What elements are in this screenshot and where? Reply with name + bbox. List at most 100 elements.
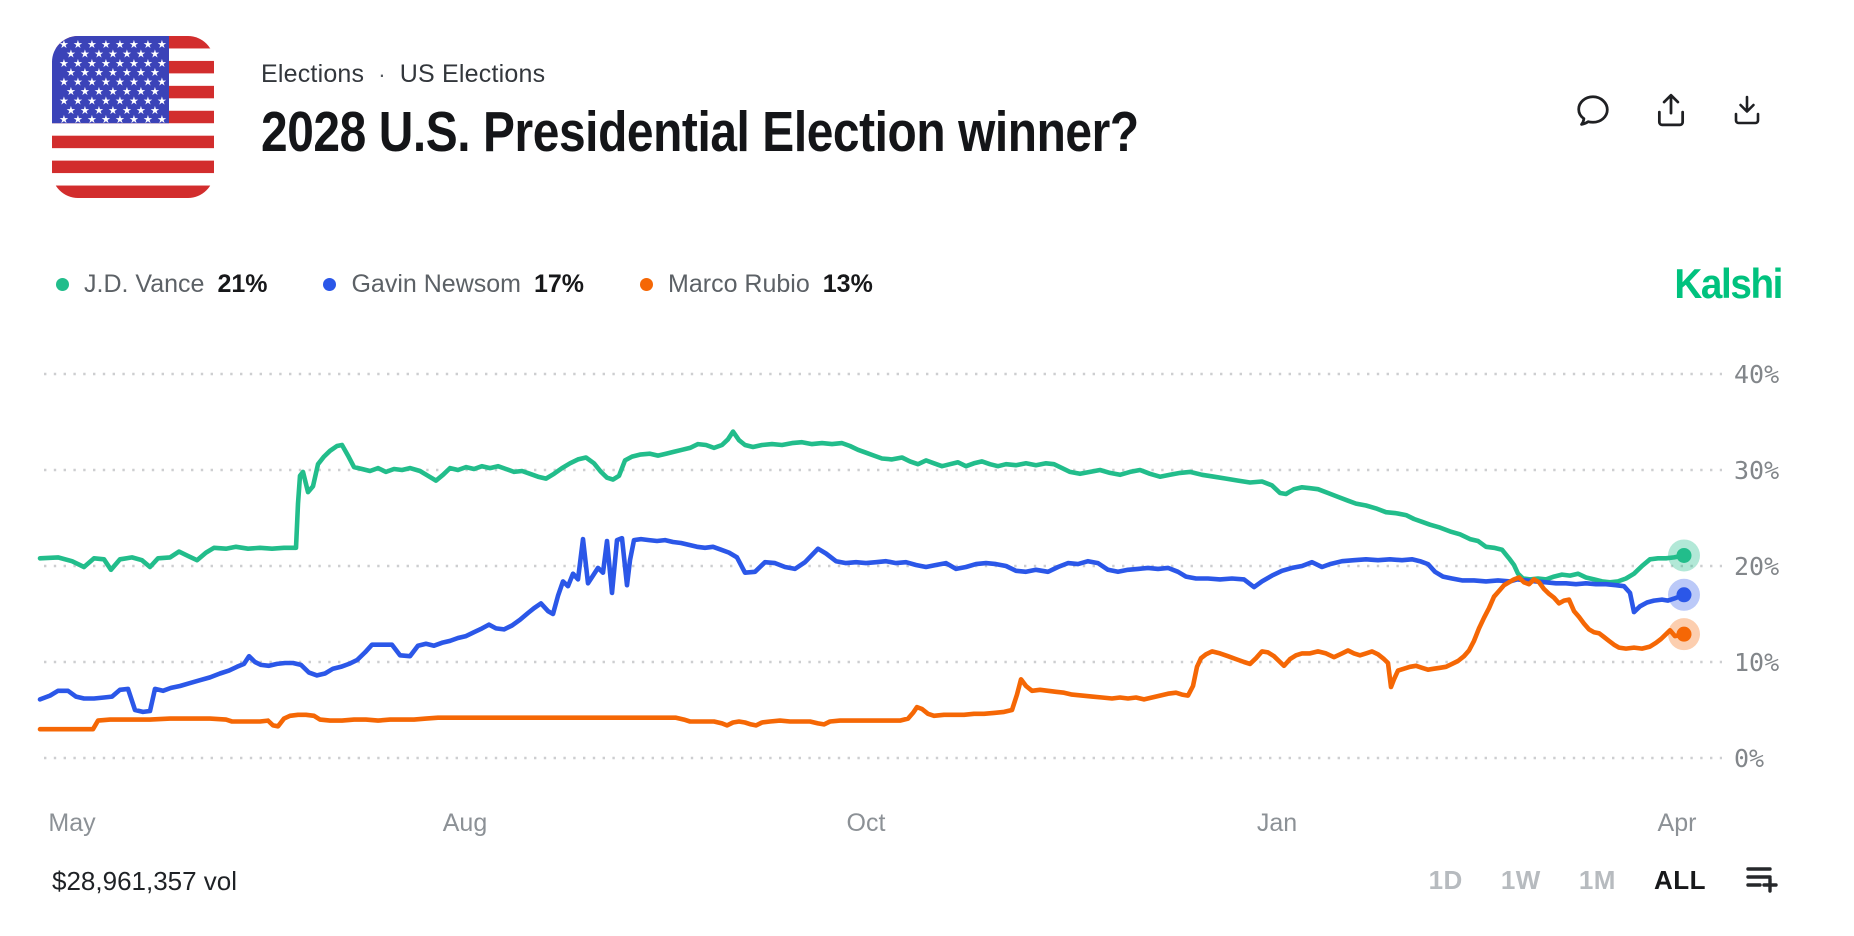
svg-text:★: ★	[59, 77, 69, 89]
legend-name: Marco Rubio	[668, 269, 810, 298]
legend-value: 13%	[822, 269, 873, 298]
series-color-dot	[640, 277, 654, 291]
svg-text:★: ★	[94, 105, 104, 117]
svg-text:★: ★	[101, 114, 111, 126]
series-color-dot	[56, 277, 69, 291]
svg-text:★: ★	[115, 39, 125, 51]
legend-item-jd-vance[interactable]: J.D. Vance 21%	[56, 270, 267, 299]
svg-text:★: ★	[108, 105, 118, 117]
svg-text:★: ★	[157, 39, 167, 51]
kalshi-logo: Kalshi	[1674, 260, 1783, 307]
svg-text:★: ★	[59, 58, 69, 70]
svg-text:★: ★	[66, 86, 76, 98]
svg-text:★: ★	[73, 39, 83, 51]
svg-text:★: ★	[143, 39, 153, 51]
svg-text:★: ★	[157, 114, 167, 126]
y-axis-label: 30%	[1734, 456, 1779, 485]
svg-text:★: ★	[136, 105, 146, 117]
svg-text:★: ★	[157, 58, 167, 70]
svg-text:★: ★	[115, 95, 125, 107]
legend-item-gavin-newsom[interactable]: Gavin Newsom 17%	[323, 270, 584, 299]
svg-text:★: ★	[80, 48, 90, 60]
svg-text:★: ★	[129, 39, 139, 51]
svg-text:★: ★	[101, 77, 111, 89]
chart-legend: J.D. Vance 21% Gavin Newsom 17% Marco Ru…	[56, 270, 873, 299]
breadcrumb: Elections · US Elections	[261, 60, 1306, 89]
volume-label: $28,961,357 vol	[52, 866, 238, 896]
y-axis-label: 40%	[1734, 360, 1779, 389]
svg-text:★: ★	[129, 77, 139, 89]
svg-text:★: ★	[115, 77, 125, 89]
svg-text:★: ★	[87, 58, 97, 70]
series-end-dot	[1676, 587, 1692, 603]
series-line	[37, 535, 1687, 715]
legend-name: J.D. Vance	[84, 269, 205, 298]
download-icon	[1734, 95, 1760, 125]
svg-text:★: ★	[108, 67, 118, 79]
download-button[interactable]	[1731, 94, 1763, 126]
chart-settings-button[interactable]	[1744, 864, 1780, 896]
svg-text:★: ★	[87, 77, 97, 89]
comment-button[interactable]	[1575, 93, 1611, 127]
svg-text:★: ★	[108, 86, 118, 98]
range-1d-button[interactable]: 1D	[1428, 864, 1463, 895]
svg-text:★: ★	[115, 58, 125, 70]
svg-text:★: ★	[87, 114, 97, 126]
svg-text:★: ★	[87, 95, 97, 107]
series-end-dot	[1676, 626, 1692, 642]
svg-text:★: ★	[59, 39, 69, 51]
x-axis-label: Jan	[1257, 809, 1297, 837]
comment-icon	[1577, 95, 1609, 126]
breadcrumb-subcategory[interactable]: US Elections	[399, 60, 546, 88]
svg-text:★: ★	[66, 67, 76, 79]
svg-text:★: ★	[101, 95, 111, 107]
svg-text:★: ★	[94, 67, 104, 79]
svg-text:★: ★	[115, 114, 125, 126]
share-icon	[1657, 93, 1685, 127]
svg-text:★: ★	[66, 48, 76, 60]
time-range-controls: 1D 1W 1M ALL	[1429, 864, 1780, 896]
series-color-dot	[323, 277, 337, 291]
legend-item-marco-rubio[interactable]: Marco Rubio 13%	[640, 270, 873, 299]
svg-text:★: ★	[122, 67, 132, 79]
page-title: 2028 U.S. Presidential Election winner?	[261, 100, 1139, 164]
svg-text:★: ★	[108, 48, 118, 60]
svg-text:★: ★	[136, 86, 146, 98]
svg-text:★: ★	[150, 48, 160, 60]
svg-text:★: ★	[129, 58, 139, 70]
svg-text:★: ★	[157, 95, 167, 107]
svg-text:★: ★	[150, 86, 160, 98]
svg-text:★: ★	[94, 48, 104, 60]
svg-text:★: ★	[122, 86, 132, 98]
legend-value: 21%	[217, 269, 268, 298]
svg-text:★: ★	[129, 114, 139, 126]
svg-text:★: ★	[59, 95, 69, 107]
svg-text:★: ★	[80, 67, 90, 79]
svg-text:★: ★	[143, 114, 153, 126]
range-1m-button[interactable]: 1M	[1578, 864, 1616, 895]
svg-text:★: ★	[129, 95, 139, 107]
breadcrumb-separator: ·	[378, 61, 386, 87]
svg-text:★: ★	[66, 105, 76, 117]
range-all-button[interactable]: ALL	[1653, 864, 1706, 895]
breadcrumb-category[interactable]: Elections	[261, 60, 365, 88]
svg-text:★: ★	[73, 58, 83, 70]
range-1w-button[interactable]: 1W	[1500, 864, 1541, 895]
x-axis-label: May	[48, 809, 96, 837]
series-line	[37, 429, 1687, 585]
x-axis-label: Apr	[1658, 809, 1697, 837]
series-line	[37, 575, 1687, 732]
y-axis-label: 0%	[1734, 744, 1764, 773]
us-flag-icon: ★ ★ ★ ★ ★ ★ ★ ★ ★ ★ ★ ★ ★ ★ ★ ★ ★ ★ ★ ★ ★ ★ ★ ★ ★ ★ ★ ★ ★ ★ ★ ★ ★ ★ ★ ★ ★ ★ ★ ★…	[52, 36, 214, 198]
svg-text:★: ★	[122, 105, 132, 117]
list-plus-icon	[1746, 867, 1778, 893]
svg-text:★: ★	[143, 77, 153, 89]
share-button[interactable]	[1655, 92, 1687, 128]
series-end-dot	[1676, 547, 1692, 563]
legend-value: 17%	[533, 269, 585, 298]
svg-text:★: ★	[143, 95, 153, 107]
svg-text:★: ★	[80, 105, 90, 117]
svg-text:★: ★	[59, 114, 69, 126]
